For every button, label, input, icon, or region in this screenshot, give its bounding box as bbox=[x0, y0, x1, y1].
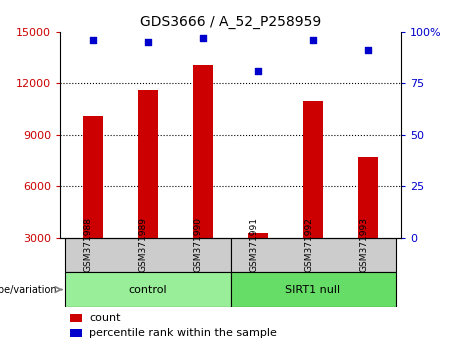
Bar bbox=[70, 329, 82, 337]
Text: percentile rank within the sample: percentile rank within the sample bbox=[89, 328, 277, 338]
Bar bbox=[83, 116, 103, 290]
Text: GSM371989: GSM371989 bbox=[139, 217, 148, 272]
Text: genotype/variation: genotype/variation bbox=[0, 285, 60, 295]
Bar bbox=[359, 157, 378, 290]
Bar bbox=[65, 272, 230, 307]
Text: count: count bbox=[89, 313, 120, 323]
Point bbox=[254, 68, 262, 74]
Title: GDS3666 / A_52_P258959: GDS3666 / A_52_P258959 bbox=[140, 16, 321, 29]
Bar bbox=[248, 233, 268, 290]
Text: SIRT1 null: SIRT1 null bbox=[285, 285, 341, 295]
Text: GSM371988: GSM371988 bbox=[84, 217, 93, 272]
Text: control: control bbox=[129, 285, 167, 295]
Point bbox=[144, 39, 152, 45]
Text: GSM371991: GSM371991 bbox=[249, 217, 258, 272]
Bar bbox=[70, 314, 82, 322]
Text: GSM371992: GSM371992 bbox=[304, 217, 313, 272]
Point bbox=[309, 37, 317, 43]
Bar bbox=[138, 90, 158, 290]
Point bbox=[199, 35, 207, 41]
Point bbox=[364, 47, 372, 53]
Bar bbox=[303, 101, 323, 290]
Bar bbox=[193, 64, 213, 290]
Bar bbox=[65, 238, 230, 272]
Text: GSM371993: GSM371993 bbox=[359, 217, 368, 272]
Bar bbox=[230, 238, 396, 272]
Point bbox=[89, 37, 97, 43]
Text: GSM371990: GSM371990 bbox=[194, 217, 203, 272]
Bar bbox=[230, 272, 396, 307]
